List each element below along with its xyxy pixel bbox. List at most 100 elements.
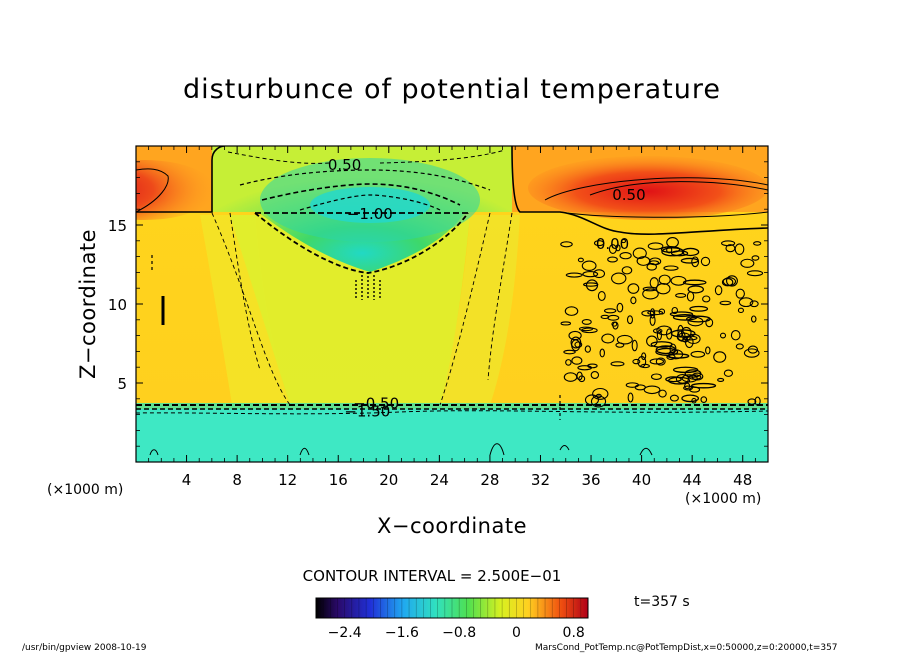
contour-blob [663,265,679,271]
contour-blob [738,297,754,308]
contour-blob [565,359,572,366]
left-warm-cell [136,160,215,220]
contour-blob [590,395,607,408]
contour-blob [705,318,714,328]
contour-blob [681,394,700,403]
contour-blob [655,357,666,366]
colorbar-tick-label: −0.8 [442,625,476,641]
contour-blob [649,277,659,289]
contour-label: −1.50 [344,402,390,420]
contour-blob [582,271,599,278]
contour-blob [656,330,663,341]
contour-blob [619,252,632,260]
chart-title: disturbunce of potential temperature [183,74,721,105]
contour-blob [564,306,579,316]
contour-blob [625,382,640,388]
x-tick-label: 36 [581,471,600,489]
y-axis-label: Z−coordinate [76,229,100,379]
contour-blob [599,348,605,358]
contour-blob [669,394,679,402]
contour-blob [597,290,606,301]
contour-blob [649,358,665,365]
contour-blob [627,392,634,403]
contour-blob [641,310,655,317]
contour-blob [680,257,699,264]
contour-blob [565,272,583,278]
contour-blob [607,256,618,263]
colorbar-stripes [322,598,582,618]
contour-blob [675,293,687,298]
x-tick-label: 4 [182,471,192,489]
contour-blob [593,269,606,279]
x-axis-label-text: X−coordinate [377,514,527,538]
contour-blob [751,255,760,261]
contour-blob [636,256,651,266]
contour-blob [584,345,591,353]
contour-blob [682,279,707,286]
y-tick-label: 10 [108,296,127,314]
contour-blob [743,348,760,358]
contour-blob [735,288,745,299]
contour-blob [667,376,691,385]
contour-blob [621,266,633,275]
contour-blob [632,247,647,260]
contour-blob [687,285,705,294]
x-tick-label: 16 [329,471,348,489]
colorbar-tick-label: 0 [512,625,521,641]
contour-blob [670,250,689,257]
contour-blob [749,300,759,308]
contour-blob [661,247,685,257]
contour-blob [740,258,755,268]
contour-blob [577,365,593,371]
contour-blob [581,260,597,272]
contour-blob [652,328,663,334]
contour-blob [649,308,656,319]
x-tick-label: 28 [480,471,499,489]
contour-blob [735,343,744,350]
contour-blob [642,288,659,300]
y-tick-label: 15 [108,217,127,235]
contour-blob [560,321,572,326]
contour-blob [690,350,706,358]
contour-blob [737,307,744,314]
contour-interval: CONTOUR INTERVAL = 2.500E−01 [302,567,562,585]
colorbar-tick-label: −1.6 [385,625,419,641]
contour-blob [700,396,708,403]
contour-blob [571,356,583,365]
contour-blob [611,272,627,285]
contour-blob [632,358,641,365]
x-tick-label: 48 [733,471,752,489]
contour-blob [719,332,727,339]
x-tick-label: 40 [632,471,651,489]
right-warm-cell [528,156,768,220]
contour-blob [593,240,605,247]
lower-layer-fill [136,405,768,462]
filled-contours [136,146,768,462]
contour-blob [714,285,723,296]
contour-blob [671,306,679,315]
contour-blob [666,353,690,359]
contour-blob [730,329,741,341]
colorbar-frame [315,597,589,619]
y-unit-label: (×1000 m) [47,482,124,498]
colorbar [316,598,588,618]
contour-blob [608,244,617,255]
contour-blob [570,336,582,349]
footer-left: /usr/bin/gpview 2008-10-19 [22,643,147,653]
contour-blob [616,334,633,345]
x-tick-label: 12 [278,471,297,489]
contour-blob [650,341,673,348]
turbulent-contour-cluster [560,237,764,408]
footer-right: MarsCond_PotTemp.nc@PotTempDist,x=0:5000… [535,643,838,653]
contour-blob [670,329,696,338]
contour-blob [719,300,732,306]
contour-blob [700,256,711,267]
contour-blob [620,238,627,244]
contour-blob [672,314,698,321]
contour-blob [690,382,717,389]
contour-blob [725,275,738,287]
contour-blob [686,315,711,323]
colorbar-tick-label: −2.4 [328,625,362,641]
contour-blob [590,370,600,379]
contour-blob [754,396,761,406]
